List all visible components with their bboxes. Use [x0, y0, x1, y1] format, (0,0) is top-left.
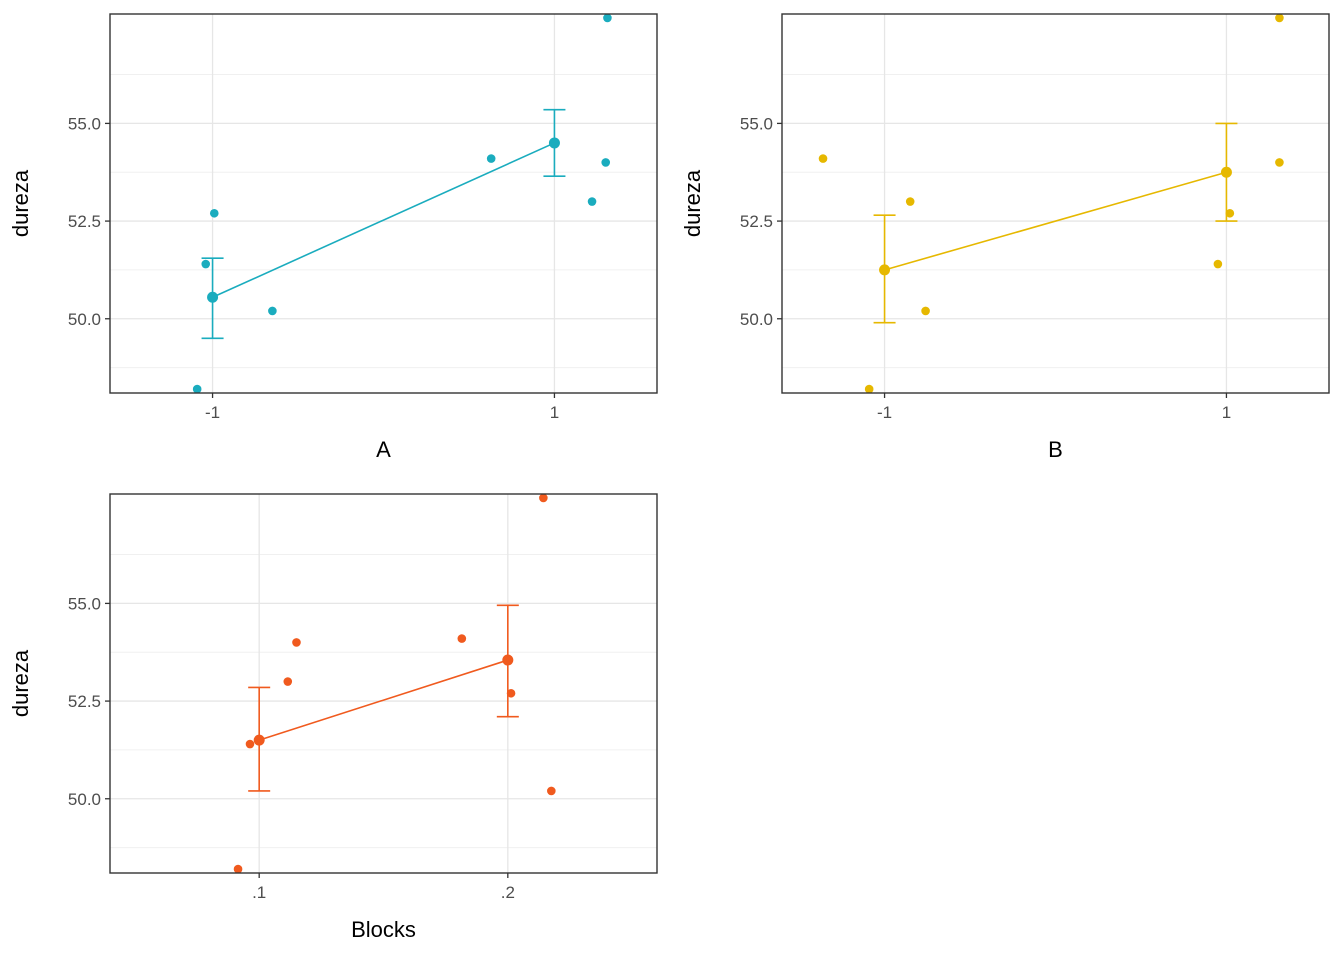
data-point: [1275, 158, 1284, 167]
y-tick-label: 50.0: [68, 790, 101, 809]
data-point: [864, 384, 874, 394]
y-axis-title: dureza: [680, 169, 705, 237]
data-point: [1275, 13, 1284, 23]
x-tick-label: 1: [550, 403, 559, 422]
mean-point: [253, 734, 265, 746]
data-point: [921, 306, 930, 316]
mean-point: [1220, 166, 1232, 178]
x-tick-label: -1: [205, 403, 220, 422]
y-axis-title: dureza: [8, 169, 33, 237]
y-tick-label: 55.0: [68, 594, 101, 613]
x-tick-label: 1: [1222, 403, 1231, 422]
data-point: [539, 493, 548, 503]
mean-point: [879, 264, 891, 276]
data-point: [233, 864, 243, 874]
x-tick-label: .1: [252, 883, 266, 902]
panel-background: [110, 14, 657, 393]
x-axis-title: A: [376, 437, 391, 462]
data-point: [547, 786, 556, 796]
mean-point: [502, 654, 514, 666]
y-tick-label: 52.5: [68, 692, 101, 711]
y-tick-label: 52.5: [740, 212, 773, 231]
panel-background: [782, 14, 1329, 393]
data-point: [268, 306, 277, 316]
y-tick-label: 52.5: [68, 212, 101, 231]
mean-line: [212, 142, 555, 299]
data-point: [209, 208, 219, 218]
panel-border: [109, 493, 658, 874]
y-tick-label: 55.0: [68, 114, 101, 133]
data-point: [283, 677, 293, 686]
data-point: [245, 739, 255, 749]
x-axis-title: B: [1048, 437, 1063, 462]
mean-line: [884, 171, 1227, 271]
mean-line: [258, 659, 509, 741]
y-tick-label: 55.0: [740, 114, 773, 133]
data-point: [292, 638, 301, 647]
y-tick-label: 50.0: [740, 310, 773, 329]
data-point: [603, 13, 612, 23]
data-point: [818, 154, 828, 163]
panel-blocks: 50.0 52.5 55.0 .1 .2 Blocks dureza: [8, 493, 658, 942]
x-tick-label: .2: [501, 883, 515, 902]
y-tick-label: 50.0: [68, 310, 101, 329]
mean-point: [548, 137, 560, 149]
data-point: [457, 634, 467, 643]
panel-border: [781, 13, 1330, 394]
mean-point: [207, 291, 219, 303]
data-point: [486, 154, 496, 163]
data-point: [1225, 208, 1235, 218]
data-point: [587, 197, 597, 206]
data-point: [1213, 259, 1223, 269]
data-point: [506, 688, 516, 698]
panel-background: [110, 494, 657, 873]
x-tick-label: -1: [877, 403, 892, 422]
data-point: [905, 197, 915, 206]
data-point: [201, 259, 211, 269]
y-axis-title: dureza: [8, 649, 33, 717]
data-point: [601, 158, 611, 167]
panel-border: [109, 13, 658, 394]
data-point: [192, 384, 202, 394]
x-axis-title: Blocks: [351, 917, 416, 942]
